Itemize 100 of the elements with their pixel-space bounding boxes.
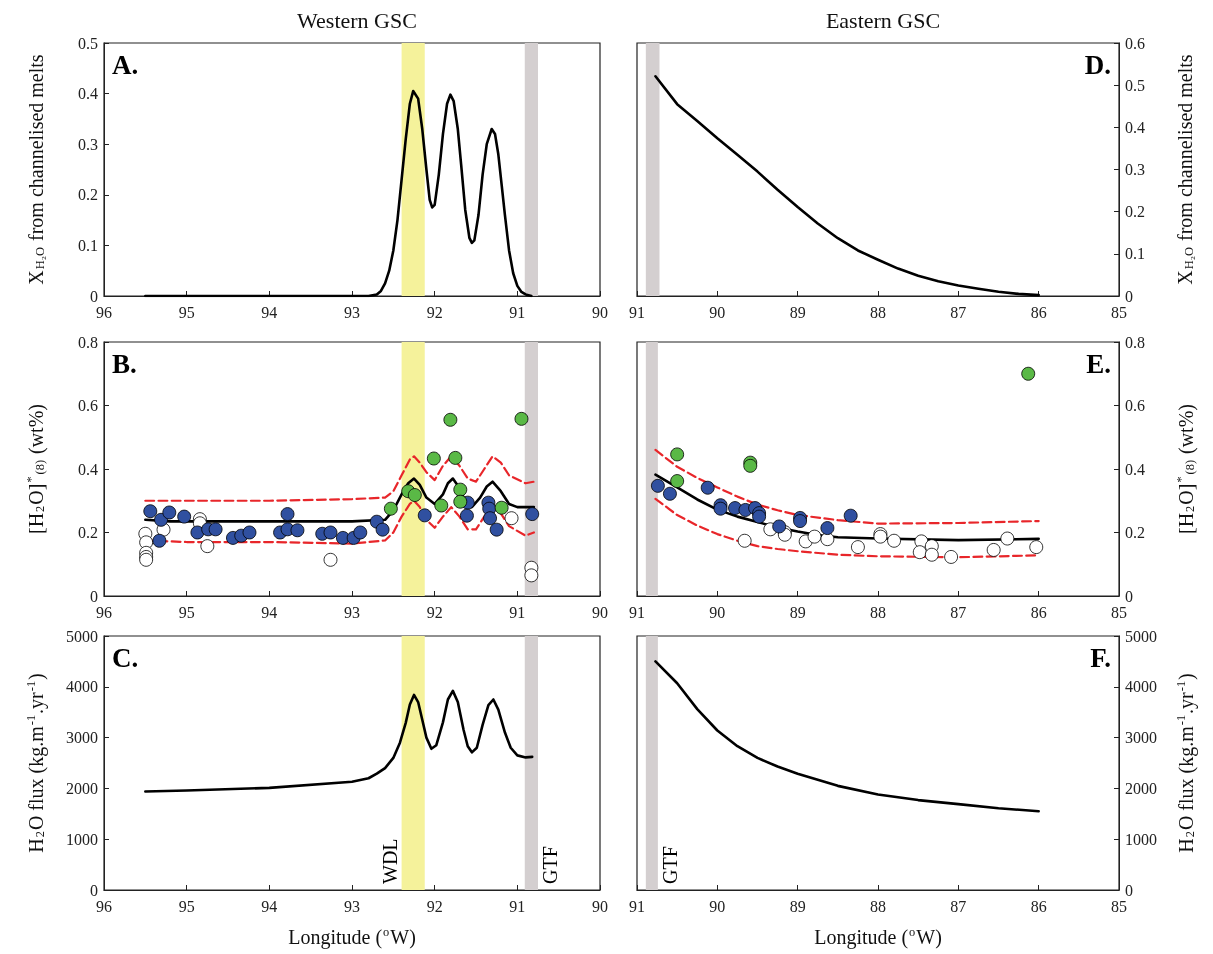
- y-tick-label: 0.3: [1125, 161, 1145, 178]
- x-tick-label: 88: [870, 303, 886, 321]
- point: [323, 525, 338, 540]
- line-series: [654, 660, 1040, 813]
- x-tick-label: 88: [870, 897, 886, 915]
- x-tick-label: 89: [789, 303, 806, 321]
- point: [737, 533, 752, 548]
- x-tick-label: 90: [709, 897, 726, 915]
- x-tick-label: 89: [789, 603, 806, 621]
- y-tick-label: 0.2: [78, 186, 98, 204]
- point: [426, 451, 441, 466]
- x-tick-label: 96: [96, 897, 112, 915]
- y-tick-label: 0: [1125, 587, 1133, 605]
- point: [152, 533, 167, 548]
- x-tick-label: 87: [950, 897, 967, 915]
- x-tick-label: 95: [178, 303, 195, 321]
- point: [434, 498, 449, 513]
- annotation: F.: [1090, 642, 1111, 673]
- x-tick-label: 96: [96, 603, 112, 621]
- y-tick-label: 2000: [1125, 779, 1157, 797]
- x-tick-label: 91: [509, 303, 526, 321]
- y-tick-label: 0.6: [1125, 397, 1145, 414]
- point: [912, 545, 927, 560]
- x-tick-label: 91: [629, 897, 645, 915]
- point: [242, 525, 257, 540]
- x-tick-label: 90: [709, 303, 726, 321]
- point: [887, 533, 901, 548]
- point: [944, 550, 958, 564]
- y-tick-label: 0: [90, 881, 98, 899]
- y-tick-label: 3000: [66, 729, 98, 747]
- y-axis-title: H2O flux (kg.m-1.yr-1): [1174, 673, 1198, 853]
- y-tick-label: 0.8: [1125, 333, 1145, 351]
- x-tick-label: 93: [344, 603, 360, 621]
- y-tick-label: 1000: [1125, 830, 1157, 848]
- x-tick-label: 94: [261, 897, 278, 915]
- y-tick-label: 0.4: [78, 460, 98, 478]
- x-tick-label: 85: [1111, 897, 1127, 915]
- y-tick-label: 0.4: [1125, 118, 1145, 136]
- x-tick-label: 92: [426, 303, 443, 321]
- line-series: [654, 75, 1040, 297]
- y-tick-label: 4000: [1125, 678, 1157, 696]
- point: [280, 507, 295, 521]
- point: [514, 411, 529, 426]
- point: [483, 511, 497, 526]
- x-tick-label: 95: [178, 897, 195, 915]
- y-tick-label: 3000: [1125, 729, 1157, 747]
- band-label: WDL: [378, 838, 401, 884]
- point: [208, 522, 223, 537]
- x-tick-label: 90: [592, 303, 608, 321]
- point: [807, 529, 822, 544]
- y-tick-label: 2000: [66, 779, 98, 797]
- point: [290, 523, 305, 538]
- x-tick-label: 90: [709, 603, 726, 621]
- x-tick-label: 96: [96, 303, 112, 321]
- y-tick-label: 0: [1125, 881, 1133, 899]
- y-axis-title: [H2O]*(8) (wt%): [1174, 403, 1198, 535]
- point: [524, 568, 539, 583]
- y-tick-label: 0.4: [78, 85, 98, 103]
- y-axis-title: XH₂O from channelised melts: [25, 54, 47, 285]
- point: [820, 521, 835, 535]
- y-tick-label: 5000: [1125, 627, 1157, 645]
- point: [670, 447, 685, 462]
- x-tick-label: 91: [509, 897, 526, 915]
- x-tick-label: 93: [344, 897, 360, 915]
- point: [924, 547, 939, 562]
- x-tick-label: 92: [426, 897, 443, 915]
- annotation: B.: [112, 348, 137, 379]
- band-label: GTF: [658, 846, 681, 884]
- y-tick-label: 0.1: [1125, 245, 1145, 263]
- x-tick-label: 94: [261, 303, 278, 321]
- point: [700, 480, 715, 495]
- point: [177, 509, 192, 524]
- y-tick-label: 4000: [66, 678, 98, 696]
- point: [1021, 366, 1036, 381]
- annotation: A.: [112, 49, 139, 80]
- y-tick-label: 0.6: [1125, 34, 1145, 52]
- y-tick-label: 0.5: [78, 34, 98, 52]
- y-tick-label: 0.8: [78, 333, 98, 351]
- point: [460, 508, 474, 523]
- x-tick-label: 91: [509, 603, 526, 621]
- y-axis-title: [H2O]*(8) (wt%): [24, 403, 48, 535]
- point: [200, 539, 215, 554]
- y-tick-label: 0.2: [78, 524, 98, 541]
- y-tick-label: 0.4: [1125, 460, 1145, 478]
- x-tick-label: 89: [789, 897, 806, 915]
- x-tick-label: 90: [592, 603, 608, 621]
- x-tick-label: 86: [1030, 897, 1047, 915]
- point: [1000, 531, 1015, 546]
- annotation: D.: [1084, 49, 1111, 80]
- point: [353, 525, 368, 540]
- annotation: C.: [112, 642, 139, 673]
- point: [383, 501, 398, 516]
- x-tick-label: 86: [1030, 603, 1047, 621]
- y-tick-label: 5000: [66, 627, 98, 645]
- point: [336, 531, 350, 545]
- y-tick-label: 0.5: [1125, 76, 1145, 94]
- point: [651, 478, 665, 493]
- x-tick-label: 95: [178, 603, 195, 621]
- point: [453, 494, 468, 509]
- x-tick-label: 85: [1111, 603, 1127, 621]
